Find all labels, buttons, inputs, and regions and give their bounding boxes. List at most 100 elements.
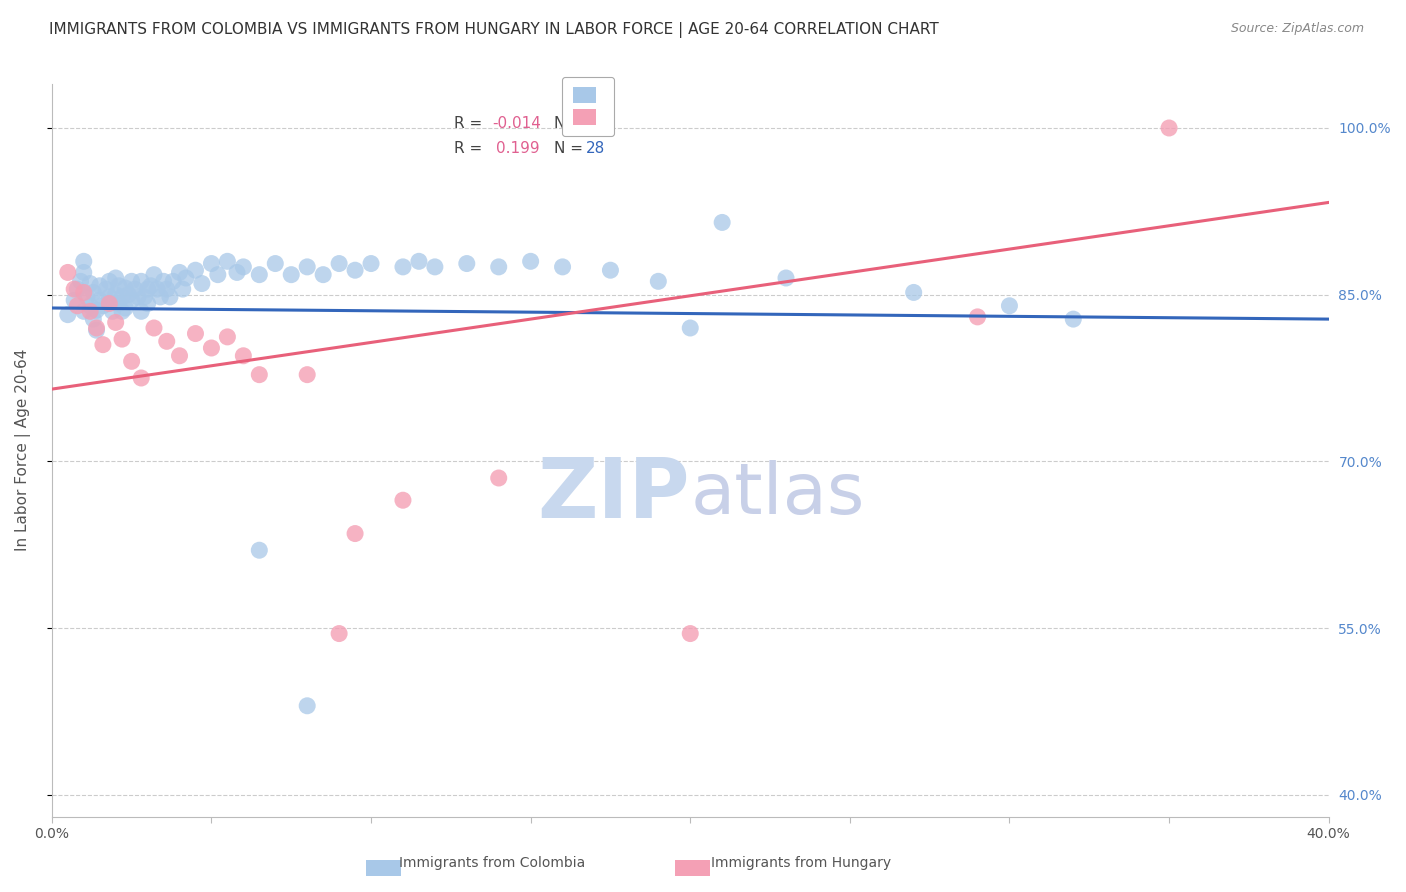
Point <box>129 304 152 318</box>
Point <box>156 282 179 296</box>
Point <box>247 368 270 382</box>
Point <box>599 263 621 277</box>
Point <box>247 268 270 282</box>
Point <box>104 315 127 329</box>
Point <box>108 296 131 310</box>
Point <box>104 287 127 301</box>
Point <box>56 308 79 322</box>
Point <box>129 274 152 288</box>
Point <box>73 254 96 268</box>
Text: ZIP: ZIP <box>537 454 690 534</box>
Point <box>295 698 318 713</box>
Point <box>998 299 1021 313</box>
Point <box>264 256 287 270</box>
Point <box>711 215 734 229</box>
Point <box>73 265 96 279</box>
Point <box>488 471 510 485</box>
Text: 82: 82 <box>585 116 605 131</box>
Point <box>134 290 156 304</box>
Point <box>82 285 104 300</box>
Point <box>184 263 207 277</box>
Text: R =: R = <box>454 141 486 155</box>
Point <box>775 271 797 285</box>
Point <box>360 256 382 270</box>
Point <box>207 268 229 282</box>
Point <box>551 260 574 274</box>
Point <box>392 260 415 274</box>
Point <box>679 626 702 640</box>
Point <box>152 274 174 288</box>
Point <box>98 274 121 288</box>
Text: IMMIGRANTS FROM COLOMBIA VS IMMIGRANTS FROM HUNGARY IN LABOR FORCE | AGE 20-64 C: IMMIGRANTS FROM COLOMBIA VS IMMIGRANTS F… <box>49 22 939 38</box>
Point <box>149 290 172 304</box>
Point <box>169 265 191 279</box>
Point <box>162 274 184 288</box>
Point <box>91 299 114 313</box>
Point <box>156 334 179 349</box>
Point <box>129 371 152 385</box>
Point <box>423 260 446 274</box>
Point <box>56 265 79 279</box>
Point <box>104 271 127 285</box>
Point <box>344 526 367 541</box>
Point <box>169 349 191 363</box>
Point <box>66 282 89 296</box>
Point <box>143 268 166 282</box>
Legend: , : , <box>562 77 614 136</box>
Point <box>121 274 143 288</box>
Point <box>79 299 101 313</box>
Point <box>280 268 302 282</box>
Text: -0.014: -0.014 <box>492 116 541 131</box>
Point <box>232 260 254 274</box>
Point <box>1062 312 1084 326</box>
Point <box>488 260 510 274</box>
Point <box>295 260 318 274</box>
Text: N =: N = <box>554 141 588 155</box>
Point <box>184 326 207 341</box>
Text: Source: ZipAtlas.com: Source: ZipAtlas.com <box>1230 22 1364 36</box>
Text: R =: R = <box>454 116 486 131</box>
Text: Immigrants from Hungary: Immigrants from Hungary <box>711 855 891 870</box>
Point <box>966 310 988 324</box>
Point <box>312 268 335 282</box>
Point <box>146 282 169 296</box>
Point <box>63 282 86 296</box>
Point <box>328 256 350 270</box>
Point <box>172 282 194 296</box>
Point <box>98 296 121 310</box>
Text: N =: N = <box>554 116 588 131</box>
Point <box>295 368 318 382</box>
Point <box>73 285 96 300</box>
Point <box>114 301 136 315</box>
Point <box>63 293 86 308</box>
Point <box>86 323 108 337</box>
Point <box>217 330 239 344</box>
Point <box>136 296 159 310</box>
Point <box>98 290 121 304</box>
Point <box>191 277 214 291</box>
Point <box>124 282 146 296</box>
Point <box>76 290 98 304</box>
Point <box>86 303 108 318</box>
Y-axis label: In Labor Force | Age 20-64: In Labor Force | Age 20-64 <box>15 349 31 551</box>
Text: 0.199: 0.199 <box>496 141 540 155</box>
Point <box>232 349 254 363</box>
Point <box>328 626 350 640</box>
Point <box>111 332 134 346</box>
Point <box>91 337 114 351</box>
Point <box>903 285 925 300</box>
Point <box>200 341 222 355</box>
Point <box>73 304 96 318</box>
Point <box>456 256 478 270</box>
Point <box>1157 120 1180 135</box>
Point <box>108 278 131 293</box>
Text: atlas: atlas <box>690 459 865 529</box>
Point <box>79 304 101 318</box>
Point <box>111 304 134 318</box>
Point <box>82 312 104 326</box>
Point <box>200 256 222 270</box>
Point <box>69 274 91 288</box>
Point <box>89 278 111 293</box>
Point <box>121 354 143 368</box>
Point <box>136 282 159 296</box>
